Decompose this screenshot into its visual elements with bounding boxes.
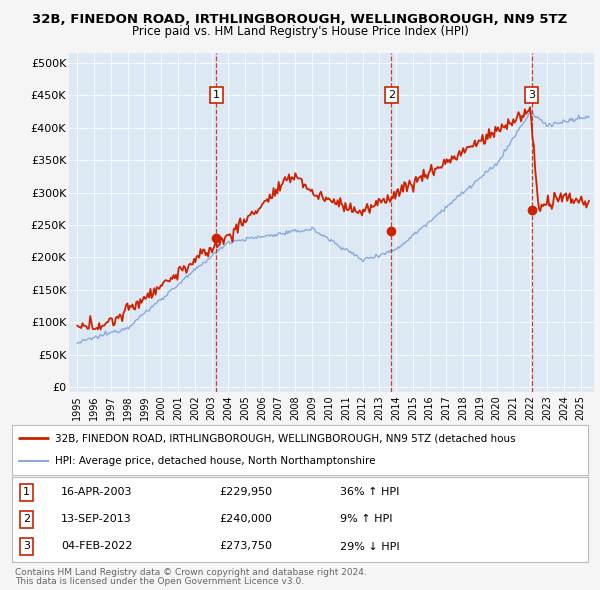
- Text: £240,000: £240,000: [220, 514, 272, 525]
- Text: 36% ↑ HPI: 36% ↑ HPI: [340, 487, 400, 497]
- Text: 3: 3: [23, 542, 30, 552]
- Text: 29% ↓ HPI: 29% ↓ HPI: [340, 542, 400, 552]
- Text: 2: 2: [388, 90, 395, 100]
- Text: Price paid vs. HM Land Registry's House Price Index (HPI): Price paid vs. HM Land Registry's House …: [131, 25, 469, 38]
- Text: This data is licensed under the Open Government Licence v3.0.: This data is licensed under the Open Gov…: [15, 577, 304, 586]
- Text: 3: 3: [528, 90, 535, 100]
- Text: 04-FEB-2022: 04-FEB-2022: [61, 542, 133, 552]
- Text: £229,950: £229,950: [220, 487, 272, 497]
- Text: 13-SEP-2013: 13-SEP-2013: [61, 514, 132, 525]
- Text: 32B, FINEDON ROAD, IRTHLINGBOROUGH, WELLINGBOROUGH, NN9 5TZ: 32B, FINEDON ROAD, IRTHLINGBOROUGH, WELL…: [32, 13, 568, 26]
- Text: Contains HM Land Registry data © Crown copyright and database right 2024.: Contains HM Land Registry data © Crown c…: [15, 568, 367, 576]
- Text: £273,750: £273,750: [220, 542, 272, 552]
- Text: 9% ↑ HPI: 9% ↑ HPI: [340, 514, 393, 525]
- Text: 16-APR-2003: 16-APR-2003: [61, 487, 133, 497]
- Text: HPI: Average price, detached house, North Northamptonshire: HPI: Average price, detached house, Nort…: [55, 457, 376, 467]
- Text: 1: 1: [213, 90, 220, 100]
- Text: 1: 1: [23, 487, 30, 497]
- Text: 32B, FINEDON ROAD, IRTHLINGBOROUGH, WELLINGBOROUGH, NN9 5TZ (detached hous: 32B, FINEDON ROAD, IRTHLINGBOROUGH, WELL…: [55, 433, 516, 443]
- Text: 2: 2: [23, 514, 30, 525]
